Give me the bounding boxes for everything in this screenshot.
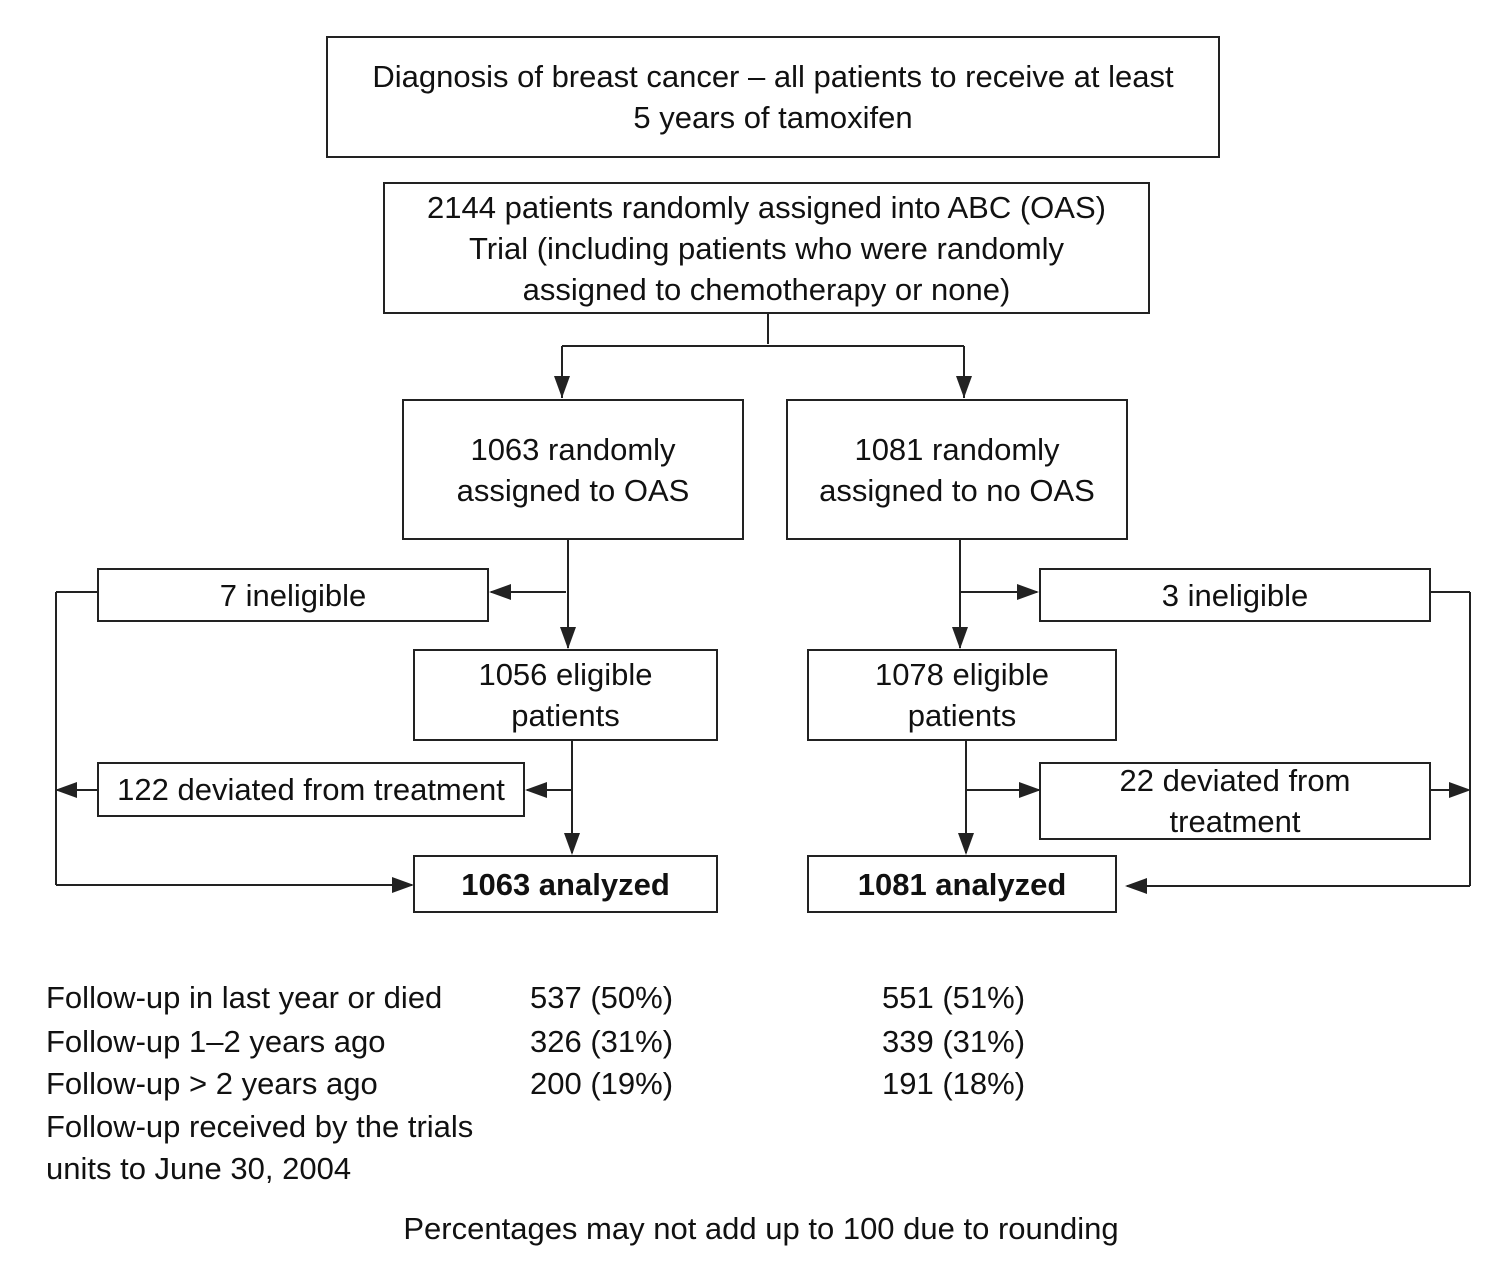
left-analyzed-box: 1063 analyzed (413, 855, 718, 913)
followup-no-oas-value: 191 (18%) (882, 1066, 1026, 1101)
right-deviated-box: 22 deviated from treatment (1039, 762, 1431, 840)
followup-note: Follow-up received by the trials units t… (46, 1109, 474, 1186)
right-eligible-box: 1078 eligible patients (807, 649, 1117, 741)
rounding-footnote: Percentages may not add up to 100 due to… (403, 1211, 1119, 1246)
left-ineligible-box: 7 ineligible (97, 568, 489, 622)
left-assigned-box: 1063 randomly assigned to OAS (402, 399, 744, 540)
followup-oas-value: 537 (50%) (530, 980, 674, 1015)
right-analyzed-box: 1081 analyzed (807, 855, 1117, 913)
left-eligible-box: 1056 eligible patients (413, 649, 718, 741)
followup-no-oas-value: 339 (31%) (882, 1024, 1026, 1059)
followup-label: Follow-up in last year or died (46, 980, 443, 1015)
randomized-box: 2144 patients randomly assigned into ABC… (383, 182, 1150, 314)
followup-oas-value: 326 (31%) (530, 1024, 674, 1059)
right-assigned-box: 1081 randomly assigned to no OAS (786, 399, 1128, 540)
followup-oas-value: 200 (19%) (530, 1066, 674, 1101)
followup-label: Follow-up 1–2 years ago (46, 1024, 386, 1059)
followup-label: Follow-up > 2 years ago (46, 1066, 378, 1101)
followup-no-oas-value: 551 (51%) (882, 980, 1026, 1015)
left-deviated-box: 122 deviated from treatment (97, 762, 525, 817)
right-ineligible-box: 3 ineligible (1039, 568, 1431, 622)
diagnosis-box: Diagnosis of breast cancer – all patient… (326, 36, 1220, 158)
